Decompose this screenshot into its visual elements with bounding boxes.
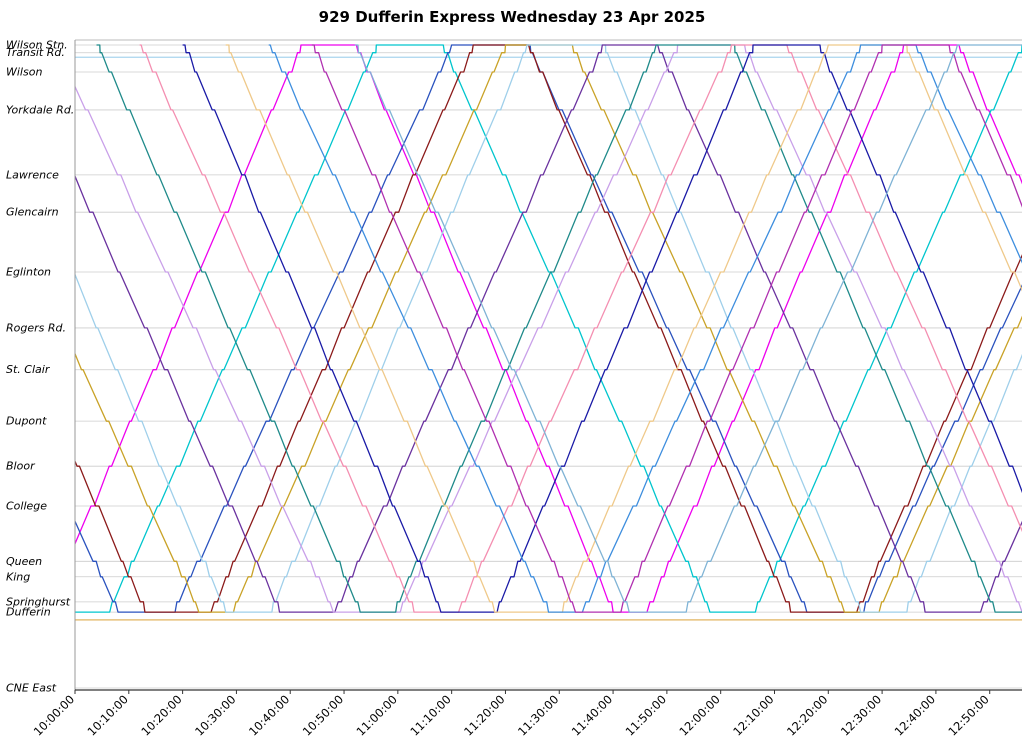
trip-line bbox=[75, 44, 1022, 613]
station-label: Wilson bbox=[6, 66, 42, 79]
time-tick-label: 10:00:00 bbox=[31, 692, 77, 738]
time-tick-label: 12:20:00 bbox=[784, 692, 830, 738]
station-label: Lawrence bbox=[6, 168, 59, 181]
station-label: Dupont bbox=[6, 415, 47, 428]
time-tick-label: 12:00:00 bbox=[676, 692, 722, 738]
trip-line bbox=[311, 44, 1022, 613]
time-tick-label: 10:20:00 bbox=[138, 692, 184, 738]
time-tick-label: 10:50:00 bbox=[300, 692, 346, 738]
time-tick-label: 12:30:00 bbox=[838, 692, 884, 738]
trip-line bbox=[139, 44, 1022, 613]
station-label: St. Clair bbox=[6, 363, 51, 376]
trip-line bbox=[75, 44, 1022, 613]
station-label: College bbox=[6, 500, 47, 513]
time-tick-label: 11:20:00 bbox=[461, 692, 507, 738]
time-tick-label: 11:40:00 bbox=[569, 692, 615, 738]
station-label: Glencairn bbox=[6, 206, 59, 219]
trip-line bbox=[75, 44, 1022, 613]
time-tick-label: 11:30:00 bbox=[515, 692, 561, 738]
time-tick-label: 10:10:00 bbox=[85, 692, 131, 738]
time-tick-label: 12:40:00 bbox=[892, 692, 938, 738]
station-label: Transit Rd. bbox=[6, 46, 65, 59]
time-tick-label: 12:50:00 bbox=[945, 692, 991, 738]
time-tick-label: 11:50:00 bbox=[623, 692, 669, 738]
trip-line bbox=[75, 44, 1022, 613]
station-label: Rogers Rd. bbox=[6, 321, 66, 334]
time-tick-label: 11:00:00 bbox=[354, 692, 400, 738]
station-label: Dufferin bbox=[6, 606, 51, 619]
trip-line bbox=[354, 44, 1022, 613]
trip-line bbox=[268, 44, 1022, 613]
station-label: Eglinton bbox=[6, 265, 51, 278]
trip-line bbox=[75, 44, 1022, 613]
time-tick-label: 10:40:00 bbox=[246, 692, 292, 738]
time-tick-label: 12:10:00 bbox=[730, 692, 776, 738]
trip-line bbox=[75, 44, 1022, 613]
station-label: Queen bbox=[6, 555, 42, 568]
station-label: Wilson Stn. bbox=[6, 39, 68, 52]
station-label: Bloor bbox=[6, 460, 36, 473]
trip-line bbox=[96, 44, 1022, 613]
time-tick-label: 11:10:00 bbox=[407, 692, 453, 738]
time-tick-label: 10:30:00 bbox=[192, 692, 238, 738]
station-label: King bbox=[6, 570, 30, 583]
chart-title: 929 Dufferin Express Wednesday 23 Apr 20… bbox=[318, 8, 706, 26]
station-label: Yorkdale Rd. bbox=[6, 103, 74, 116]
trip-line bbox=[75, 44, 1022, 613]
station-label: Springhurst bbox=[6, 595, 71, 608]
station-label: CNE East bbox=[6, 682, 57, 695]
trip-line bbox=[75, 44, 1022, 613]
